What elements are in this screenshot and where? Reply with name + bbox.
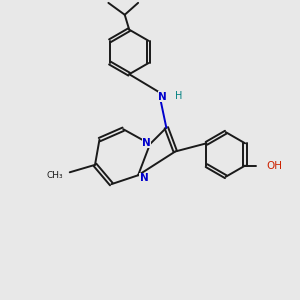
Text: H: H [175,91,182,101]
Text: N: N [158,92,167,101]
Text: N: N [142,138,151,148]
Text: CH₃: CH₃ [46,171,63,180]
Text: OH: OH [267,160,283,171]
Text: N: N [140,173,148,183]
